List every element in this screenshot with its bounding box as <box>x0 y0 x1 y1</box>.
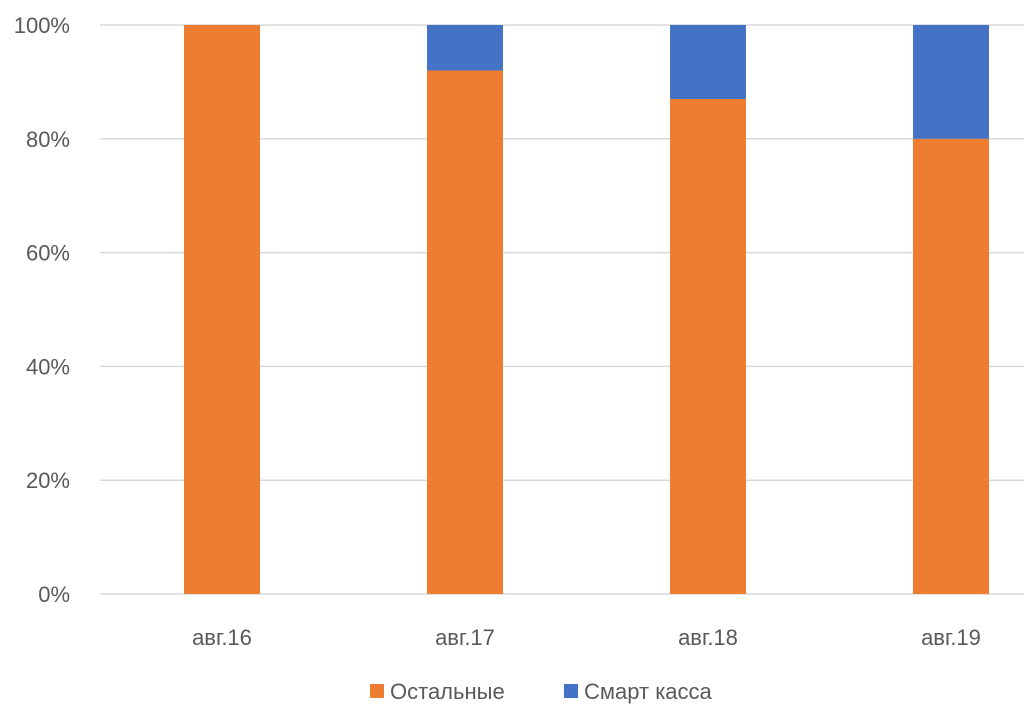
y-tick-label: 100% <box>14 13 70 38</box>
x-tick-label: авг.16 <box>192 625 252 650</box>
y-tick-label: 40% <box>26 354 70 379</box>
bar-smart-kassa-2 <box>427 25 503 71</box>
bars <box>184 25 989 595</box>
x-tick-label: авг.18 <box>678 625 738 650</box>
legend-swatch-smart-kassa <box>564 684 578 698</box>
x-tick-label: авг.19 <box>921 625 981 650</box>
bar-ostalnye-3 <box>670 98 746 594</box>
legend-label-ostalnye: Остальные <box>390 679 505 704</box>
bar-ostalnye-4 <box>913 138 989 595</box>
y-tick-label: 20% <box>26 468 70 493</box>
y-tick-label: 60% <box>26 241 70 266</box>
y-tick-label: 80% <box>26 127 70 152</box>
y-tick-label: 0% <box>38 582 70 607</box>
legend-swatch-ostalnye <box>370 684 384 698</box>
x-axis-tick-labels: авг.16 авг.17 авг.18 авг.19 <box>192 625 981 650</box>
bar-smart-kassa-3 <box>670 25 746 99</box>
legend: Остальные Смарт касса <box>370 679 713 704</box>
y-axis-tick-labels: 0% 20% 40% 60% 80% 100% <box>14 13 70 607</box>
bar-ostalnye-1 <box>184 25 260 594</box>
legend-label-smart-kassa: Смарт касса <box>584 679 713 704</box>
bar-smart-kassa-4 <box>913 25 989 139</box>
bar-ostalnye-2 <box>427 70 503 594</box>
x-tick-label: авг.17 <box>435 625 495 650</box>
